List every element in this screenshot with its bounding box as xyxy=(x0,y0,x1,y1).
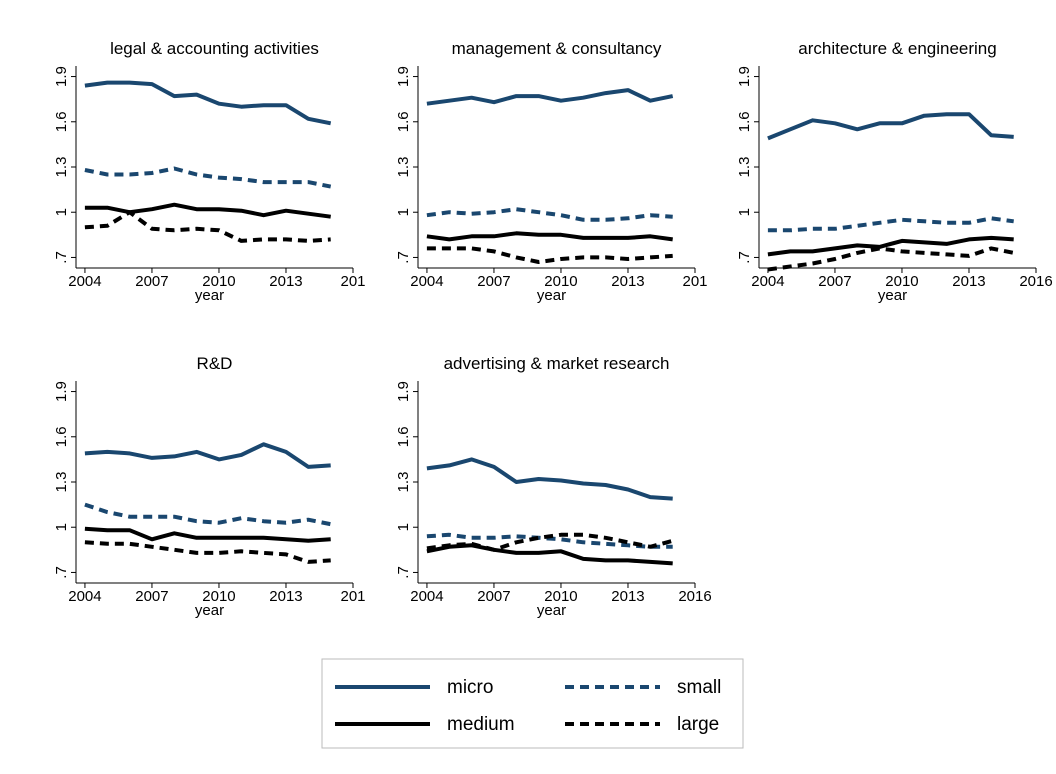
legend-label: large xyxy=(677,714,719,735)
y-tick-label: .7 xyxy=(395,251,412,264)
panel-title: architecture & engineering xyxy=(798,39,996,58)
series-line xyxy=(767,246,1015,272)
panel: architecture & engineering .7 1 1.3 1.6 1.9 20… xyxy=(736,39,1053,304)
y-tick-label: 1.6 xyxy=(53,426,70,447)
x-tick-label: 2013 xyxy=(611,588,644,605)
x-tick-label: 2010 xyxy=(202,588,235,605)
y-tick-label: 1.3 xyxy=(53,157,70,178)
x-axis-label: year xyxy=(537,287,566,304)
series-line xyxy=(84,210,331,243)
y-tick-label: 1.6 xyxy=(395,426,412,447)
x-tick-label: 2007 xyxy=(135,273,168,290)
series-line xyxy=(767,112,1014,141)
x-tick-label: 2016 xyxy=(678,588,711,605)
legend-label: small xyxy=(677,677,721,698)
y-tick-label: 1.9 xyxy=(736,66,753,87)
legend-box xyxy=(321,658,744,749)
y-tick-label: .7 xyxy=(736,251,753,264)
series-line xyxy=(84,80,332,126)
y-tick-label: .7 xyxy=(395,566,412,579)
y-tick-label: 1 xyxy=(736,208,753,216)
y-tick-label: 1.9 xyxy=(395,381,412,402)
x-tick-label: 2010 xyxy=(885,273,918,290)
x-axis-label: year xyxy=(537,602,566,619)
series-line xyxy=(84,166,332,189)
x-tick-label: 2013 xyxy=(269,588,302,605)
y-tick-label: 1.9 xyxy=(53,381,70,402)
y-tick-label: 1.3 xyxy=(395,472,412,493)
series-line xyxy=(84,526,331,543)
panel-title: R&D xyxy=(197,354,233,373)
x-tick-label: 2007 xyxy=(477,273,510,290)
panel-title: management & consultancy xyxy=(452,39,662,58)
x-tick-label: 2004 xyxy=(410,588,443,605)
x-tick-label: 201 xyxy=(682,273,707,290)
series-line xyxy=(426,532,673,549)
series-line xyxy=(426,88,674,106)
y-tick-label: 1.9 xyxy=(395,66,412,87)
x-tick-label: 2004 xyxy=(68,273,101,290)
panel-title: advertising & market research xyxy=(444,354,670,373)
x-tick-label: 2016 xyxy=(1019,273,1052,290)
panel: R&D .7 1 1.3 1.6 1.9 2004 2007 2010 2013 201 year xyxy=(53,354,366,619)
x-tick-label: 2010 xyxy=(202,273,235,290)
series-line xyxy=(84,540,331,564)
y-tick-label: 1 xyxy=(53,208,70,216)
y-tick-label: .7 xyxy=(53,566,70,579)
series-line xyxy=(767,216,1014,233)
series-line xyxy=(426,207,673,222)
x-tick-label: 201 xyxy=(340,588,365,605)
x-axis-label: year xyxy=(195,287,224,304)
series-line xyxy=(767,235,1014,257)
x-axis-label: year xyxy=(878,287,907,304)
series-line xyxy=(84,202,331,219)
x-tick-label: 2010 xyxy=(544,273,577,290)
series-line xyxy=(84,502,332,527)
y-tick-label: 1 xyxy=(395,523,412,531)
y-tick-label: 1 xyxy=(53,523,70,531)
y-tick-label: 1.3 xyxy=(53,472,70,493)
series-line xyxy=(426,532,674,552)
x-tick-label: 2004 xyxy=(68,588,101,605)
x-axis-label: year xyxy=(195,602,224,619)
y-tick-label: 1.6 xyxy=(395,111,412,132)
panel: advertising & market research .7 1 1.3 1.6 1.… xyxy=(395,354,712,619)
y-tick-label: 1.3 xyxy=(395,157,412,178)
series-line xyxy=(426,246,673,264)
x-tick-label: 201 xyxy=(340,273,365,290)
series-line xyxy=(426,543,673,566)
series-line xyxy=(84,442,331,469)
series-line xyxy=(426,231,673,242)
y-tick-label: 1 xyxy=(395,208,412,216)
y-tick-label: 1.3 xyxy=(736,157,753,178)
panel: management & consultancy .7 1 1.3 1.6 1.9 2004… xyxy=(395,39,708,304)
y-tick-label: 1.6 xyxy=(53,111,70,132)
y-tick-label: 1.6 xyxy=(736,111,753,132)
x-tick-label: 2007 xyxy=(135,588,168,605)
legend-label: medium xyxy=(447,714,515,735)
x-tick-label: 2010 xyxy=(544,588,577,605)
series-line xyxy=(426,457,673,501)
x-tick-label: 2004 xyxy=(751,273,784,290)
x-tick-label: 2007 xyxy=(477,588,510,605)
x-tick-label: 2007 xyxy=(818,273,851,290)
x-tick-label: 2013 xyxy=(952,273,985,290)
y-tick-label: .7 xyxy=(53,251,70,264)
x-tick-label: 2013 xyxy=(269,273,302,290)
panel: legal & accounting activities .7 1 1.3 1.6 1.… xyxy=(53,39,366,304)
y-tick-label: 1.9 xyxy=(53,66,70,87)
legend-label: micro xyxy=(447,677,493,698)
panel-title: legal & accounting activities xyxy=(110,39,319,58)
x-tick-label: 2013 xyxy=(611,273,644,290)
x-tick-label: 2004 xyxy=(410,273,443,290)
